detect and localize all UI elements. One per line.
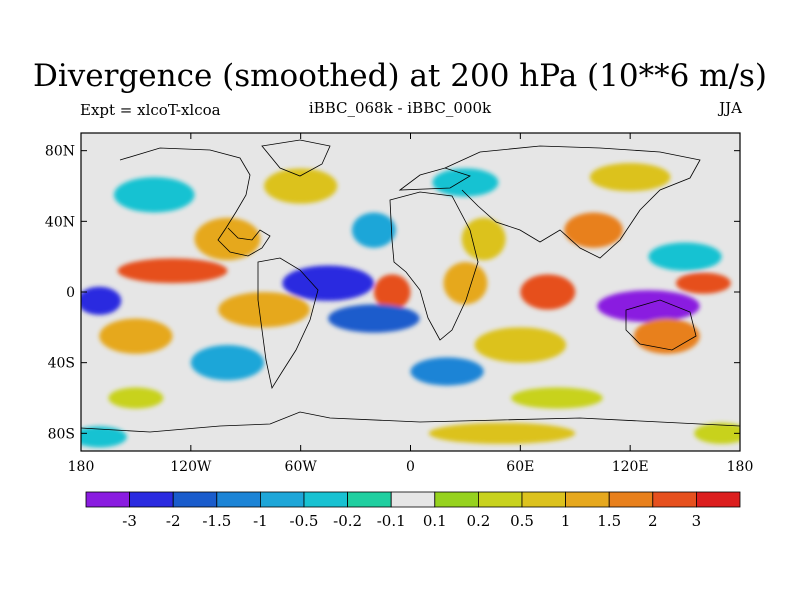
lat-tick-label: 80N	[45, 144, 75, 160]
lon-tick-label: 0	[406, 459, 415, 475]
lon-tick-label: 180	[68, 459, 95, 475]
colorbar-label: 0.2	[466, 512, 490, 530]
field-blob-3	[589, 163, 671, 192]
field-blob-24	[108, 387, 164, 409]
lat-tick-label: 0	[66, 285, 75, 301]
lon-tick-label: 60E	[506, 459, 534, 475]
colorbar-swatch	[608, 491, 654, 508]
divergence-field	[81, 163, 740, 448]
difference-label: iBBC_068k - iBBC_000k	[308, 99, 492, 117]
lon-tick-label: 120E	[612, 459, 649, 475]
colorbar: -3 -2 -1.5 -1 -0.5 -0.2 -0.1 0.1 0.2 0.5 1 1.5 2 3	[85, 491, 741, 530]
field-blob-9	[117, 258, 228, 284]
lat-tick-label: 80S	[48, 426, 75, 442]
colorbar-label: -1	[253, 512, 268, 530]
colorbar-label: 1.5	[597, 512, 621, 530]
colorbar-swatch	[85, 491, 130, 508]
season-label: JJA	[719, 99, 742, 117]
field-blob-5	[351, 212, 396, 248]
colorbar-swatch	[477, 491, 523, 508]
lon-tick-label: 60W	[285, 459, 318, 475]
field-blob-21	[633, 318, 700, 354]
field-blob-6	[461, 217, 506, 261]
colorbar-swatch	[652, 491, 697, 508]
colorbar-swatch	[216, 491, 261, 508]
field-blob-10	[282, 265, 374, 301]
longitude-axis: 180 120W 60W 0 60E 120E 180	[68, 133, 754, 475]
field-blob-23	[410, 357, 484, 386]
field-blob-16	[81, 286, 122, 315]
colorbar-swatch	[521, 491, 566, 508]
experiment-label: Expt = xlcoT-xlcoa	[80, 101, 221, 119]
lat-tick-label: 40N	[45, 214, 75, 230]
colorbar-swatch	[172, 491, 218, 508]
lon-tick-label: 180	[727, 459, 754, 475]
field-blob-15	[675, 272, 731, 294]
colorbar-swatch	[390, 491, 436, 508]
colorbar-swatch	[259, 491, 305, 508]
colorbar-label: 0.5	[510, 512, 534, 530]
field-blob-2	[432, 168, 499, 197]
field-blob-28	[694, 422, 740, 444]
field-blob-13	[520, 274, 576, 310]
field-blob-14	[597, 290, 700, 323]
lat-tick-label: 40S	[48, 356, 75, 372]
field-blob-19	[328, 304, 420, 333]
colorbar-swatch	[696, 491, 741, 508]
coast-antarctica	[81, 411, 740, 433]
coast-greenland	[261, 139, 331, 177]
colorbar-label: 3	[692, 512, 702, 530]
coastlines	[81, 139, 740, 433]
coast-australia	[625, 299, 697, 351]
field-blob-7	[564, 212, 623, 248]
coast-north-america	[119, 147, 271, 257]
colorbar-swatch	[129, 491, 174, 508]
field-blob-4	[194, 217, 261, 261]
field-blob-11	[373, 274, 411, 310]
colorbar-label: 0.1	[423, 512, 447, 530]
field-blob-0	[113, 177, 195, 213]
coast-eurasia	[444, 145, 701, 259]
field-blob-22	[190, 345, 265, 381]
colorbar-swatch	[347, 491, 392, 508]
colorbar-label: -0.2	[333, 512, 362, 530]
colorbar-label: -3	[122, 512, 137, 530]
colorbar-label: -2	[166, 512, 181, 530]
coast-africa-europe	[389, 167, 479, 341]
map-title: Divergence (smoothed) at 200 hPa (10**6 …	[33, 58, 767, 94]
field-blob-17	[99, 318, 173, 354]
field-blob-8	[648, 242, 722, 271]
colorbar-label: 1	[561, 512, 571, 530]
colorbar-label: -0.1	[377, 512, 406, 530]
map-plot-area	[80, 132, 741, 452]
field-blob-1	[264, 168, 338, 204]
field-blob-12	[443, 261, 488, 305]
colorbar-label: -0.5	[290, 512, 319, 530]
colorbar-swatch	[303, 491, 348, 508]
colorbar-swatch	[565, 491, 610, 508]
colorbar-label: 2	[648, 512, 658, 530]
field-blob-25	[511, 387, 603, 409]
field-blob-18	[218, 292, 310, 328]
colorbar-swatch	[434, 491, 479, 508]
lon-tick-label: 120W	[170, 459, 212, 475]
coast-south-america	[257, 257, 319, 390]
latitude-axis: 80N 40N 0 40S 80S	[45, 144, 740, 442]
field-blob-26	[81, 426, 127, 448]
field-blob-27	[428, 422, 576, 444]
field-blob-20	[474, 327, 567, 363]
colorbar-label: -1.5	[202, 512, 231, 530]
